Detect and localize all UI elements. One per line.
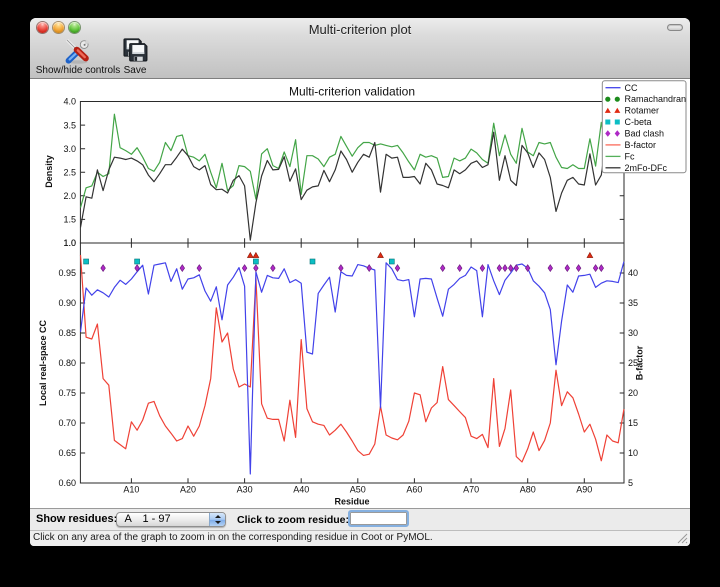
svg-text:0.60: 0.60	[58, 478, 76, 488]
svg-text:A70: A70	[463, 485, 479, 495]
svg-text:CC: CC	[625, 83, 638, 93]
svg-text:Fc: Fc	[625, 152, 635, 162]
svg-text:30: 30	[628, 328, 638, 338]
svg-text:B-factor: B-factor	[635, 345, 645, 380]
svg-text:A80: A80	[520, 485, 536, 495]
svg-text:Residue: Residue	[334, 497, 369, 507]
svg-text:0.85: 0.85	[58, 328, 76, 338]
svg-text:1.5: 1.5	[63, 215, 76, 225]
svg-text:A30: A30	[237, 485, 253, 495]
svg-text:Ramachandran: Ramachandran	[625, 94, 687, 104]
svg-text:Local real-space CC: Local real-space CC	[38, 319, 48, 406]
svg-text:2mFo-DFc: 2mFo-DFc	[625, 163, 668, 173]
svg-text:0.95: 0.95	[58, 268, 76, 278]
svg-text:A20: A20	[180, 485, 196, 495]
svg-text:1.0: 1.0	[63, 238, 76, 248]
svg-text:20: 20	[628, 388, 638, 398]
svg-text:0.80: 0.80	[58, 358, 76, 368]
svg-text:10: 10	[628, 448, 638, 458]
svg-text:Rotamer: Rotamer	[625, 106, 660, 116]
svg-text:Multi-criterion validation: Multi-criterion validation	[289, 85, 415, 99]
svg-text:Density: Density	[44, 155, 54, 188]
svg-text:A50: A50	[350, 485, 366, 495]
svg-text:0.70: 0.70	[58, 418, 76, 428]
svg-text:15: 15	[628, 418, 638, 428]
svg-text:A60: A60	[406, 485, 422, 495]
svg-text:5: 5	[628, 478, 633, 488]
svg-text:A10: A10	[123, 485, 139, 495]
svg-text:Bad clash: Bad clash	[625, 129, 665, 139]
svg-text:0.90: 0.90	[58, 298, 76, 308]
svg-text:A40: A40	[293, 485, 309, 495]
svg-text:2.0: 2.0	[63, 191, 76, 201]
svg-text:A90: A90	[576, 485, 592, 495]
svg-text:3.5: 3.5	[63, 120, 76, 130]
svg-text:0.75: 0.75	[58, 388, 76, 398]
svg-text:25: 25	[628, 358, 638, 368]
svg-text:1.0: 1.0	[63, 238, 76, 248]
svg-text:35: 35	[628, 298, 638, 308]
svg-text:0.65: 0.65	[58, 448, 76, 458]
svg-text:C-beta: C-beta	[625, 117, 652, 127]
svg-text:2.5: 2.5	[63, 167, 76, 177]
svg-text:4.0: 4.0	[63, 97, 76, 107]
svg-text:3.0: 3.0	[63, 144, 76, 154]
svg-text:40: 40	[628, 268, 638, 278]
svg-text:B-factor: B-factor	[625, 140, 657, 150]
